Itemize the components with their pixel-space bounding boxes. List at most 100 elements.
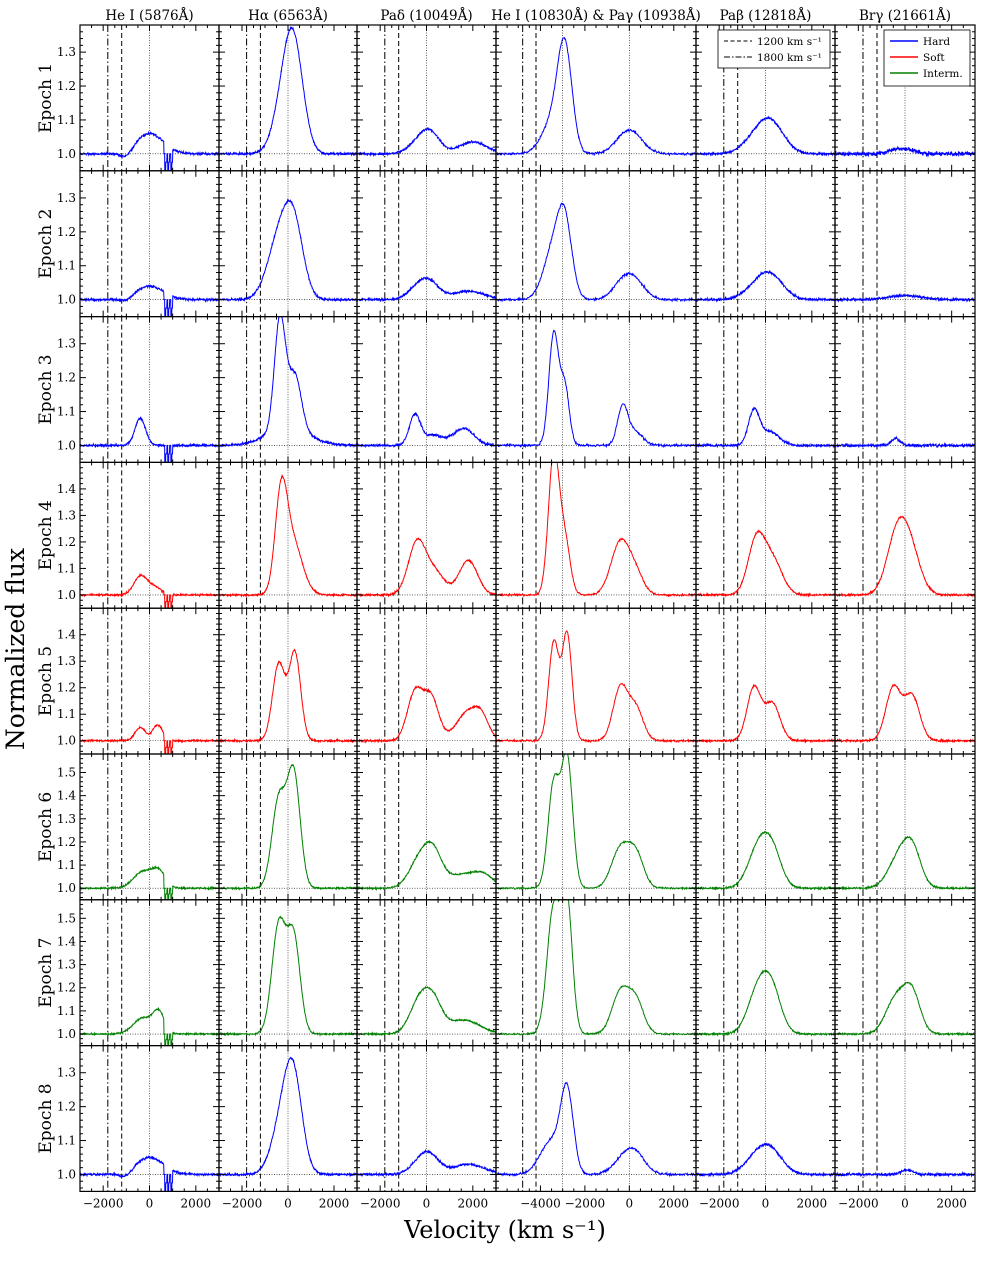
y-tick-label: 1.2 [57, 1100, 76, 1114]
y-tick-label: 1.3 [57, 958, 76, 972]
x-tick-label: −2000 [222, 1196, 263, 1210]
x-tick-label: 0 [762, 1196, 770, 1210]
spectrum-line [357, 1148, 496, 1178]
x-tick-label: −2000 [838, 1196, 879, 1210]
y-tick-label: 1.4 [57, 934, 76, 948]
column-title: Hα (6563Å) [248, 8, 328, 24]
legend-label: Interm. [923, 68, 963, 80]
x-tick-label: 2000 [458, 1196, 489, 1210]
spectrum-line [696, 406, 835, 449]
panel: 1.0 1.1 1.2 1.3 −2000 0 2000 [57, 1044, 220, 1210]
y-tick-label: 1.3 [57, 812, 76, 826]
panel [218, 461, 358, 609]
y-axis-label: Normalized flux [1, 548, 30, 750]
epoch-label: Epoch 6 [36, 792, 56, 862]
spectrum-line [357, 412, 496, 449]
panel-frame [495, 461, 697, 609]
panel [218, 316, 358, 464]
panel [834, 170, 976, 318]
y-tick-label: 1.0 [57, 147, 76, 161]
x-tick-label: 2000 [936, 1196, 967, 1210]
spectrum-line [835, 981, 975, 1037]
state-legend: Hard Soft Interm. [883, 29, 971, 87]
velocity-legend: 1200 km s⁻¹ 1800 km s⁻¹ [717, 29, 831, 69]
epoch-label: Epoch 3 [36, 354, 56, 424]
spectrum-line [835, 292, 975, 303]
x-tick-label: −2000 [360, 1196, 401, 1210]
panel [356, 170, 497, 318]
panel [356, 899, 497, 1047]
y-tick-label: 1.0 [57, 734, 76, 748]
panel: −2000 0 2000 [695, 1044, 836, 1210]
legend-box [883, 29, 971, 87]
x-tick-label: 2000 [181, 1196, 212, 1210]
y-tick-label: 1.2 [57, 79, 76, 93]
panel: 1.0 1.1 1.2 1.3 1.4 1.5 [57, 899, 220, 1047]
spectrum-line [696, 115, 835, 157]
panel [495, 607, 697, 755]
spectrum-line [80, 865, 219, 900]
epoch-label: Epoch 7 [36, 938, 56, 1008]
panel: 1.0 1.1 1.2 1.3 1.4 [57, 461, 220, 609]
panel [356, 461, 497, 609]
y-tick-label: 1.1 [57, 1004, 76, 1018]
panel-frame [495, 316, 697, 464]
spectrum-line [496, 36, 696, 157]
y-tick-label: 1.4 [57, 789, 76, 803]
panel [356, 24, 497, 172]
panel-frame [495, 753, 697, 901]
spectrum-line [496, 202, 696, 303]
panel [495, 899, 697, 1047]
legend-box [717, 29, 831, 69]
y-tick-label: 1.1 [57, 113, 76, 127]
y-tick-label: 1.2 [57, 371, 76, 385]
spectrum-line [696, 968, 835, 1037]
y-tick-label: 1.3 [57, 654, 76, 668]
panel [834, 753, 976, 901]
x-tick-label: 0 [626, 1196, 634, 1210]
spectrum-line [357, 685, 496, 744]
panel-frame [495, 24, 697, 172]
spectrum-line [696, 529, 835, 598]
spectrum-line [219, 26, 357, 157]
panel: 1.0 1.1 1.2 1.3 [57, 316, 220, 464]
panel [495, 316, 697, 464]
spectrum-line [696, 683, 835, 744]
spectrum-line [219, 648, 357, 744]
spectrum-line [696, 830, 835, 891]
y-tick-label: 1.1 [57, 1134, 76, 1148]
spectrum-line [219, 316, 357, 448]
y-tick-label: 1.0 [57, 1167, 76, 1181]
legend-label: Hard [923, 36, 950, 48]
y-tick-label: 1.3 [57, 337, 76, 351]
panel: −2000 0 2000 [834, 1044, 976, 1210]
panel: 1.0 1.1 1.2 1.3 [57, 170, 220, 318]
y-tick-label: 1.3 [57, 1066, 76, 1080]
spectrum-line [219, 198, 357, 303]
epoch-label: Epoch 2 [36, 209, 56, 279]
panel [695, 170, 836, 318]
y-tick-label: 1.1 [57, 561, 76, 575]
y-tick-label: 1.4 [57, 482, 76, 496]
panel: −2000 0 2000 [356, 1044, 497, 1210]
y-tick-label: 1.1 [57, 405, 76, 419]
panel: 1.0 1.1 1.2 1.3 1.4 1.5 [57, 753, 220, 901]
y-tick-label: 1.2 [57, 225, 76, 239]
spectrum-line [219, 764, 357, 891]
panel [356, 607, 497, 755]
panel [695, 461, 836, 609]
panel [218, 170, 358, 318]
panel [218, 607, 358, 755]
spectrum-line [357, 985, 496, 1037]
x-tick-label: 0 [284, 1196, 292, 1210]
legends: 1200 km s⁻¹ 1800 km s⁻¹ Hard Soft Interm. [717, 29, 971, 87]
panel-frame [495, 899, 697, 1047]
panel: 1.0 1.1 1.2 1.3 [57, 24, 220, 172]
panel: −4000 −2000 0 2000 [495, 1044, 697, 1210]
epoch-label: Epoch 5 [36, 646, 56, 716]
y-tick-label: 1.5 [57, 766, 76, 780]
spectrum-line [357, 276, 496, 303]
y-tick-label: 1.4 [57, 628, 76, 642]
x-tick-label: 0 [423, 1196, 431, 1210]
panel [834, 899, 976, 1047]
